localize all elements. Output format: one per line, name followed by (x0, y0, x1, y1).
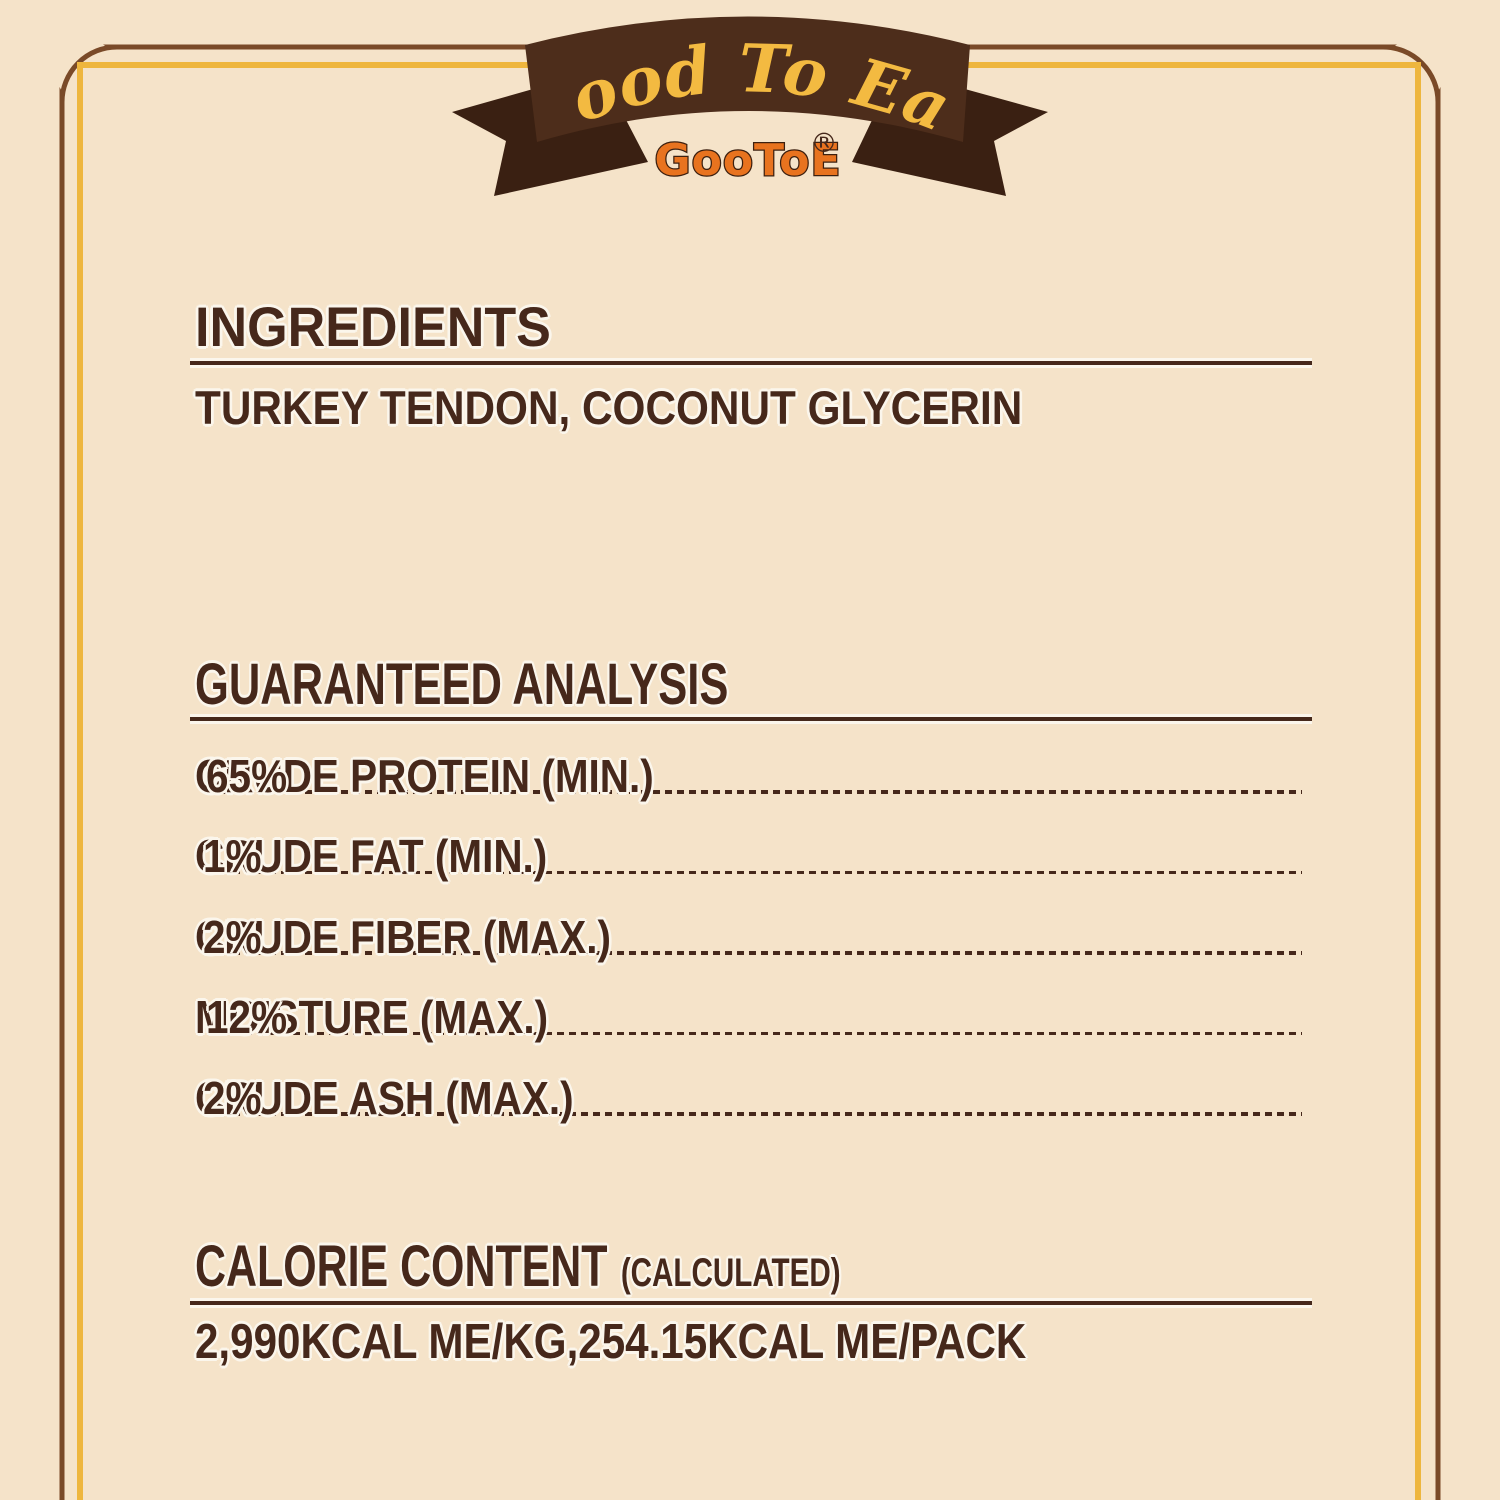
registered-trademark-icon: ® (811, 128, 838, 159)
analysis-row-label: CRUDE FAT (MIN.) (195, 830, 548, 883)
analysis-row-value: 12% (206, 991, 288, 1044)
analysis-row-label: CRUDE FIBER (MAX.) (195, 910, 612, 963)
analysis-row-crude-ash: CRUDE ASH (MAX.) 2% (195, 1064, 1312, 1145)
brand-logo: GooToE (654, 135, 841, 186)
dotted-leader (209, 951, 1302, 955)
guaranteed-analysis-table: CRUDE PROTEIN (MIN.) 65% CRUDE FAT (MIN.… (195, 742, 1312, 1145)
ingredients-heading: INGREDIENTS (195, 295, 551, 358)
guaranteed-analysis-heading: GUARANTEED ANALYSIS (195, 652, 729, 717)
analysis-row-label: CRUDE ASH (MAX.) (195, 1071, 574, 1124)
analysis-row-moisture: MOISTURE (MAX.) 12% (195, 984, 1312, 1065)
analysis-row-label: CRUDE PROTEIN (MIN.) (195, 749, 654, 802)
ingredients-list: TURKEY TENDON, COCONUT GLYCERIN (195, 381, 1023, 434)
calorie-content-heading-row: CALORIE CONTENT (CALCULATED) (195, 1238, 841, 1296)
dotted-leader (209, 790, 1302, 794)
frame-corner-tip (59, 87, 65, 105)
dotted-leader (209, 1112, 1302, 1116)
analysis-row-crude-protein: CRUDE PROTEIN (MIN.) 65% (195, 742, 1312, 823)
analysis-row-value: 2% (202, 1071, 262, 1124)
analysis-row-label: MOISTURE (MAX.) (195, 991, 549, 1044)
analysis-row-crude-fiber: CRUDE FIBER (MAX.) 2% (195, 903, 1312, 984)
frame-corner-tip (1380, 44, 1397, 50)
calorie-content-heading: CALORIE CONTENT (195, 1234, 608, 1299)
analysis-row-value: 2% (202, 910, 262, 963)
frame-corner-tip (103, 44, 120, 50)
calorie-content-value: 2,990KCAL ME/KG,254.15KCAL ME/PACK (195, 1315, 1027, 1369)
ingredients-divider (190, 361, 1312, 365)
calorie-content-qualifier: (CALCULATED) (620, 1251, 841, 1295)
ribbon-banner (525, 16, 970, 142)
dotted-leader (209, 870, 1302, 875)
frame-corner-tip (1435, 87, 1441, 105)
analysis-row-value: 1% (202, 830, 262, 883)
dotted-leader (209, 1031, 1302, 1036)
analysis-row-crude-fat: CRUDE FAT (MIN.) 1% (195, 823, 1312, 904)
guaranteed-analysis-divider (190, 717, 1312, 721)
calorie-content-divider (190, 1301, 1312, 1305)
analysis-row-value: 65% (206, 749, 288, 802)
